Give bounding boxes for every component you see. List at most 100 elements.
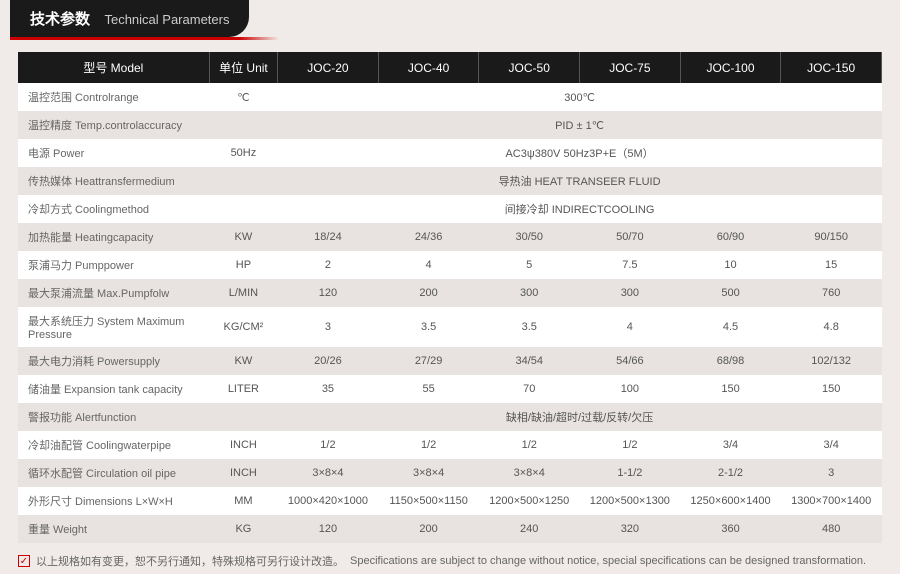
footer-cn: 以上规格如有变更，恕不另行通知，特殊规格可另行设计改造。	[36, 553, 344, 569]
spec-table-container: 型号 Model 单位 Unit JOC-20 JOC-40 JOC-50 JO…	[0, 37, 900, 548]
table-row: 温控精度 Temp.controlaccuracy PID ± 1℃	[18, 111, 882, 139]
row-value: 70	[479, 375, 580, 403]
row-value: 60/90	[680, 223, 781, 251]
row-value: 18/24	[278, 223, 379, 251]
row-value: 4	[580, 307, 681, 347]
row-unit	[209, 195, 277, 223]
row-value: 90/150	[781, 223, 882, 251]
row-value: 7.5	[580, 251, 681, 279]
row-unit	[209, 403, 277, 431]
row-value: 1150×500×1150	[378, 487, 479, 515]
row-value: 15	[781, 251, 882, 279]
row-value: 200	[378, 279, 479, 307]
row-value: 3.5	[479, 307, 580, 347]
col-joc150: JOC-150	[781, 52, 882, 83]
row-value: 20/26	[278, 347, 379, 375]
row-label: 循环水配管 Circulation oil pipe	[18, 459, 209, 487]
row-value: 2-1/2	[680, 459, 781, 487]
row-value: 4	[378, 251, 479, 279]
row-label: 重量 Weight	[18, 515, 209, 543]
row-value: 320	[580, 515, 681, 543]
row-label: 冷却油配管 Coolingwaterpipe	[18, 431, 209, 459]
table-row: 重量 WeightKG120200240320360480	[18, 515, 882, 543]
table-row: 警报功能 Alertfunction缺相/缺油/超时/过载/反转/欠压	[18, 403, 882, 431]
row-unit: MM	[209, 487, 277, 515]
row-label: 外形尺寸 Dimensions L×W×H	[18, 487, 209, 515]
footer-en: Specifications are subject to change wit…	[350, 555, 866, 567]
table-row: 电源 Power50HzAC3ψ380V 50Hz3P+E（5M）	[18, 139, 882, 167]
row-value: 3×8×4	[378, 459, 479, 487]
table-row: 加热能量 HeatingcapacityKW18/2424/3630/5050/…	[18, 223, 882, 251]
row-value: 120	[278, 515, 379, 543]
row-unit: ℃	[209, 83, 277, 111]
row-value: 1/2	[479, 431, 580, 459]
table-row: 最大系统压力 System Maximum PressureKG/CM²33.5…	[18, 307, 882, 347]
row-value: 300	[580, 279, 681, 307]
row-label: 温控精度 Temp.controlaccuracy	[18, 111, 209, 139]
col-unit: 单位 Unit	[209, 52, 277, 83]
row-label: 冷却方式 Coolingmethod	[18, 195, 209, 223]
row-value: 5	[479, 251, 580, 279]
col-joc100: JOC-100	[680, 52, 781, 83]
row-span-value: PID ± 1℃	[278, 111, 882, 139]
row-unit	[209, 167, 277, 195]
row-value: 3.5	[378, 307, 479, 347]
row-label: 加热能量 Heatingcapacity	[18, 223, 209, 251]
row-unit: KG	[209, 515, 277, 543]
row-value: 150	[680, 375, 781, 403]
row-unit: KG/CM²	[209, 307, 277, 347]
row-unit: L/MIN	[209, 279, 277, 307]
row-value: 27/29	[378, 347, 479, 375]
table-row: 泵浦马力 PumppowerHP2457.51015	[18, 251, 882, 279]
row-value: 1-1/2	[580, 459, 681, 487]
table-row: 冷却方式 Coolingmethod 间接冷却 INDIRECTCOOLING	[18, 195, 882, 223]
row-value: 55	[378, 375, 479, 403]
row-value: 10	[680, 251, 781, 279]
row-span-value: 间接冷却 INDIRECTCOOLING	[278, 195, 882, 223]
row-unit: INCH	[209, 431, 277, 459]
row-span-value: 导热油 HEAT TRANSEER FLUID	[278, 167, 882, 195]
row-value: 4.5	[680, 307, 781, 347]
row-value: 150	[781, 375, 882, 403]
section-header: 技术参数 Technical Parameters	[10, 0, 249, 37]
row-label: 传热媒体 Heattransfermedium	[18, 167, 209, 195]
header-en: Technical Parameters	[104, 12, 229, 27]
row-value: 1200×500×1250	[479, 487, 580, 515]
row-value: 3×8×4	[278, 459, 379, 487]
row-value: 102/132	[781, 347, 882, 375]
row-value: 1200×500×1300	[580, 487, 681, 515]
table-row: 传热媒体 Heattransfermedium 导热油 HEAT TRANSEER…	[18, 167, 882, 195]
row-value: 30/50	[479, 223, 580, 251]
table-row: 温控范围 Controlrange℃300℃	[18, 83, 882, 111]
row-value: 3×8×4	[479, 459, 580, 487]
col-joc75: JOC-75	[580, 52, 681, 83]
row-value: 34/54	[479, 347, 580, 375]
row-value: 68/98	[680, 347, 781, 375]
col-model: 型号 Model	[18, 52, 209, 83]
row-value: 1300×700×1400	[781, 487, 882, 515]
row-unit: LITER	[209, 375, 277, 403]
row-value: 3	[781, 459, 882, 487]
col-joc50: JOC-50	[479, 52, 580, 83]
check-icon: ✓	[18, 555, 30, 567]
row-unit: KW	[209, 223, 277, 251]
table-row: 储油量 Expansion tank capacityLITER35557010…	[18, 375, 882, 403]
row-unit	[209, 111, 277, 139]
row-value: 24/36	[378, 223, 479, 251]
row-span-value: 300℃	[278, 83, 882, 111]
row-value: 1/2	[278, 431, 379, 459]
row-unit: KW	[209, 347, 277, 375]
row-value: 480	[781, 515, 882, 543]
row-value: 54/66	[580, 347, 681, 375]
row-value: 3/4	[781, 431, 882, 459]
spec-table: 型号 Model 单位 Unit JOC-20 JOC-40 JOC-50 JO…	[18, 52, 882, 543]
row-value: 240	[479, 515, 580, 543]
table-row: 外形尺寸 Dimensions L×W×HMM1000×420×10001150…	[18, 487, 882, 515]
table-row: 最大电力消耗 PowersupplyKW20/2627/2934/5454/66…	[18, 347, 882, 375]
row-value: 4.8	[781, 307, 882, 347]
row-label: 泵浦马力 Pumppower	[18, 251, 209, 279]
row-value: 300	[479, 279, 580, 307]
row-unit: INCH	[209, 459, 277, 487]
table-row: 最大泵浦流量 Max.PumpfolwL/MIN1202003003005007…	[18, 279, 882, 307]
row-label: 警报功能 Alertfunction	[18, 403, 209, 431]
